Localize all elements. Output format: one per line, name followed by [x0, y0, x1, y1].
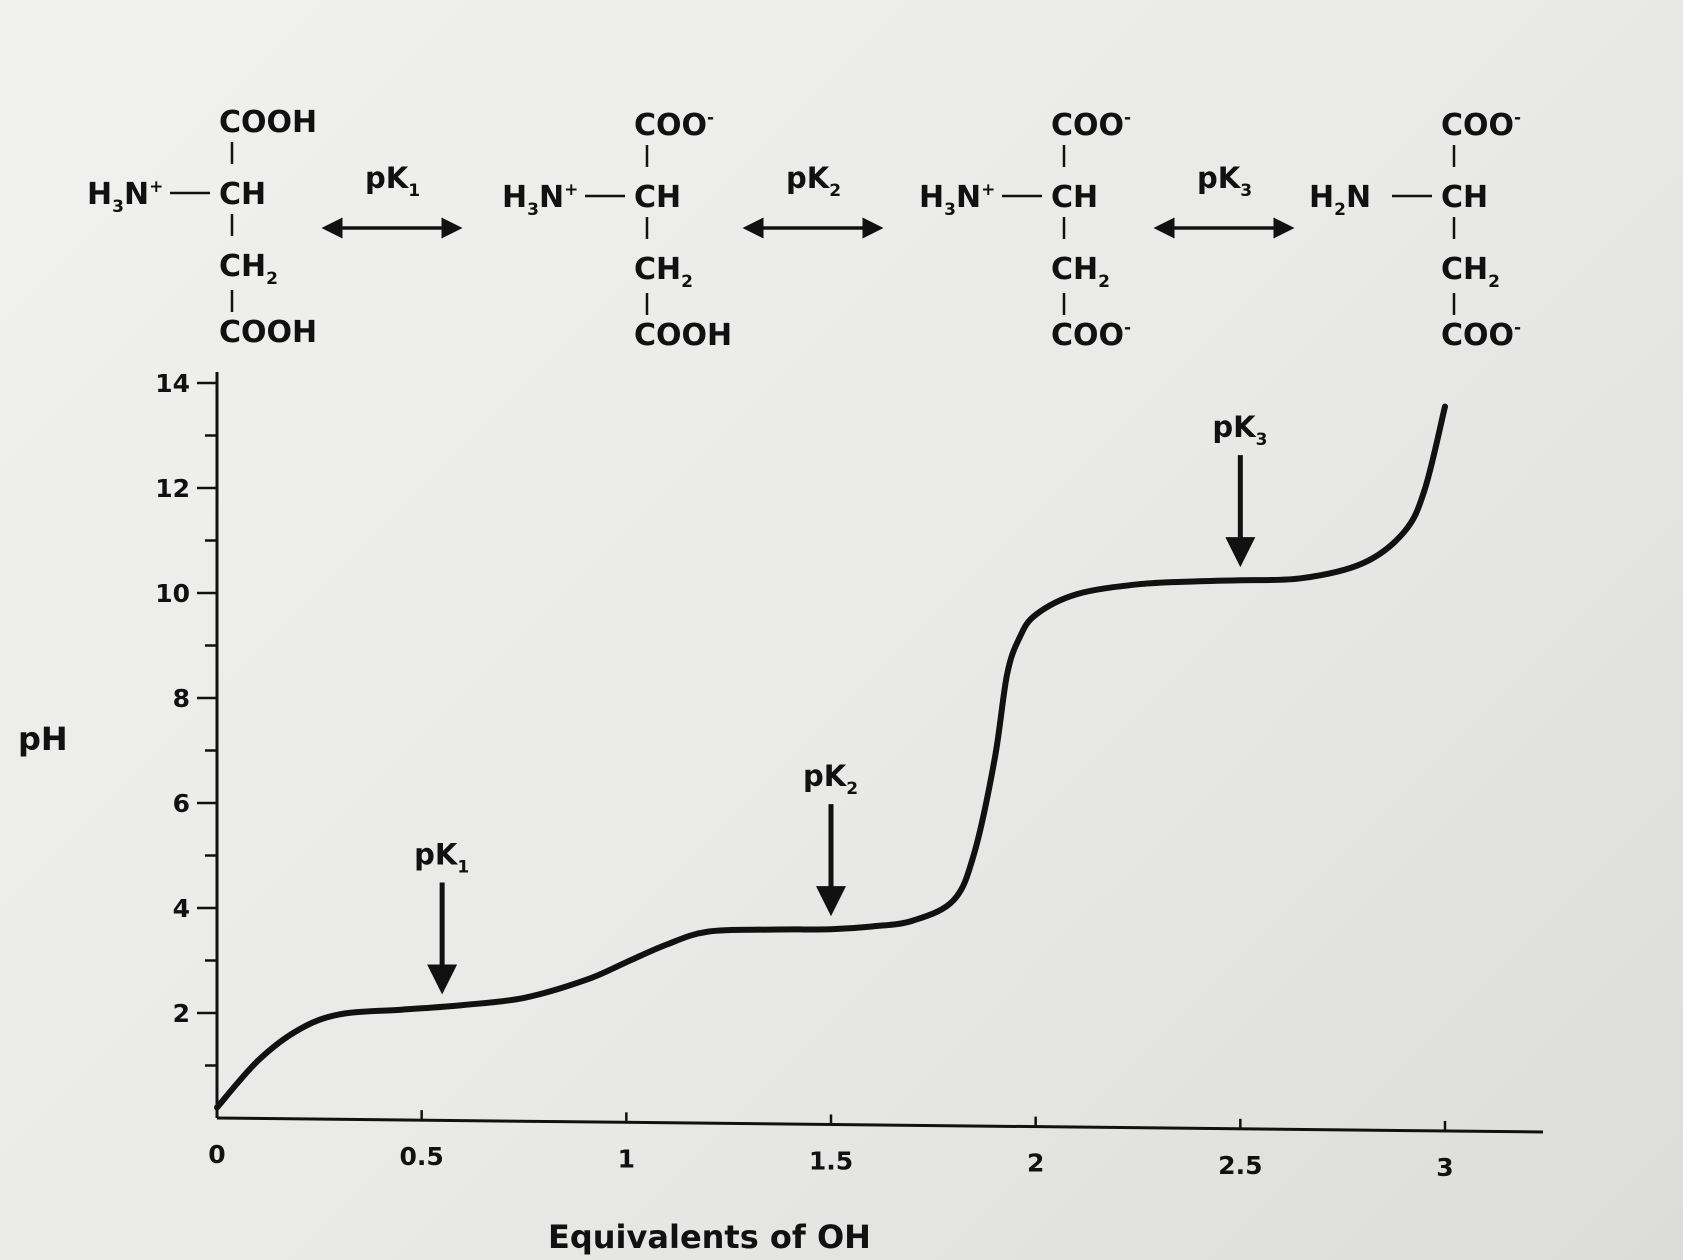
equilibrium-2: pK2 [742, 161, 884, 239]
pk-annotation-1: pK1 [414, 838, 469, 995]
y-tick-label: 6 [173, 789, 190, 818]
y-tick-label: 8 [173, 684, 190, 713]
top-group: COO- [1441, 108, 1521, 143]
x-tick-label: 2 [1027, 1149, 1044, 1178]
amine-group: H3N+ [87, 177, 163, 217]
alpha-carbon: CH [1441, 180, 1488, 215]
pk-annotation-label: pK1 [414, 838, 469, 878]
pk-annotation-label: pK3 [1212, 410, 1267, 450]
side-chain-carboxyl: COO- [1441, 318, 1521, 353]
y-tick-label: 4 [173, 894, 190, 923]
series-group [214, 403, 1448, 1111]
top-group: COOH [219, 105, 317, 140]
x-tick-label: 0.5 [400, 1142, 444, 1171]
pk-annotation-label: pK2 [803, 759, 858, 799]
alpha-carbon: CH [219, 177, 266, 212]
equilibrium-label: pK1 [365, 161, 420, 201]
species-structure-2: COO- H3N+ CH CH2 COOH [502, 108, 732, 353]
y-tick-label: 2 [173, 999, 190, 1028]
pk-annotation-3: pK3 [1212, 410, 1267, 568]
y-tick-label: 14 [155, 369, 190, 398]
x-tick-label: 2.5 [1218, 1151, 1262, 1180]
side-chain-carboxyl: COO- [1051, 318, 1131, 353]
y-tick-label: 12 [155, 474, 190, 503]
amine-group: H3N+ [502, 180, 578, 220]
alpha-carbon: CH [1051, 180, 1098, 215]
equilibrium-3: pK3 [1153, 161, 1295, 239]
alpha-carbon: CH [634, 180, 681, 215]
methylene-group: CH2 [634, 252, 693, 292]
top-group: COO- [1051, 108, 1131, 143]
equilibrium-arrows: pK1 pK2 pK3 [321, 161, 1295, 239]
y-ticks: 2 4 6 8 10 12 14 [155, 369, 217, 1067]
pk-annotations: pK1 pK2 pK3 [414, 410, 1267, 995]
methylene-group: CH2 [219, 249, 278, 289]
titration-curve [214, 403, 1448, 1111]
top-group: COO- [634, 108, 714, 143]
amine-group: H3N+ [919, 180, 995, 220]
x-axis-line [216, 1116, 1544, 1134]
species-structures: COOH H3N+ CH CH2 COOH COO- H3N+ CH CH2 COOH COO- H3… [87, 105, 1521, 353]
equilibrium-label: pK2 [786, 161, 841, 201]
methylene-group: CH2 [1441, 252, 1500, 292]
side-chain-carboxyl: COOH [219, 315, 317, 350]
x-tick-label: 1.5 [809, 1146, 853, 1175]
species-structure-4: COO- H2N CH CH2 COO- [1309, 108, 1521, 353]
x-tick-label: 0 [208, 1140, 225, 1169]
x-tick-label: 3 [1436, 1153, 1453, 1182]
equilibrium-label: pK3 [1197, 161, 1252, 201]
species-structure-3: COO- H3N+ CH CH2 COO- [919, 108, 1131, 353]
x-ticks: 0 0.5 1 1.5 2 2.5 3 [208, 1108, 1454, 1182]
side-chain-carboxyl: COOH [634, 318, 732, 353]
y-tick-label: 10 [155, 579, 190, 608]
species-structure-1: COOH H3N+ CH CH2 COOH [87, 105, 317, 350]
amine-group: H2N [1309, 180, 1371, 220]
x-axis-label: Equivalents of OH [548, 1218, 871, 1256]
y-axis-label: pH [18, 720, 68, 758]
x-tick-label: 1 [618, 1144, 635, 1173]
pk-annotation-2: pK2 [803, 759, 858, 917]
methylene-group: CH2 [1051, 252, 1110, 292]
axes [215, 372, 1544, 1134]
equilibrium-1: pK1 [321, 161, 463, 239]
